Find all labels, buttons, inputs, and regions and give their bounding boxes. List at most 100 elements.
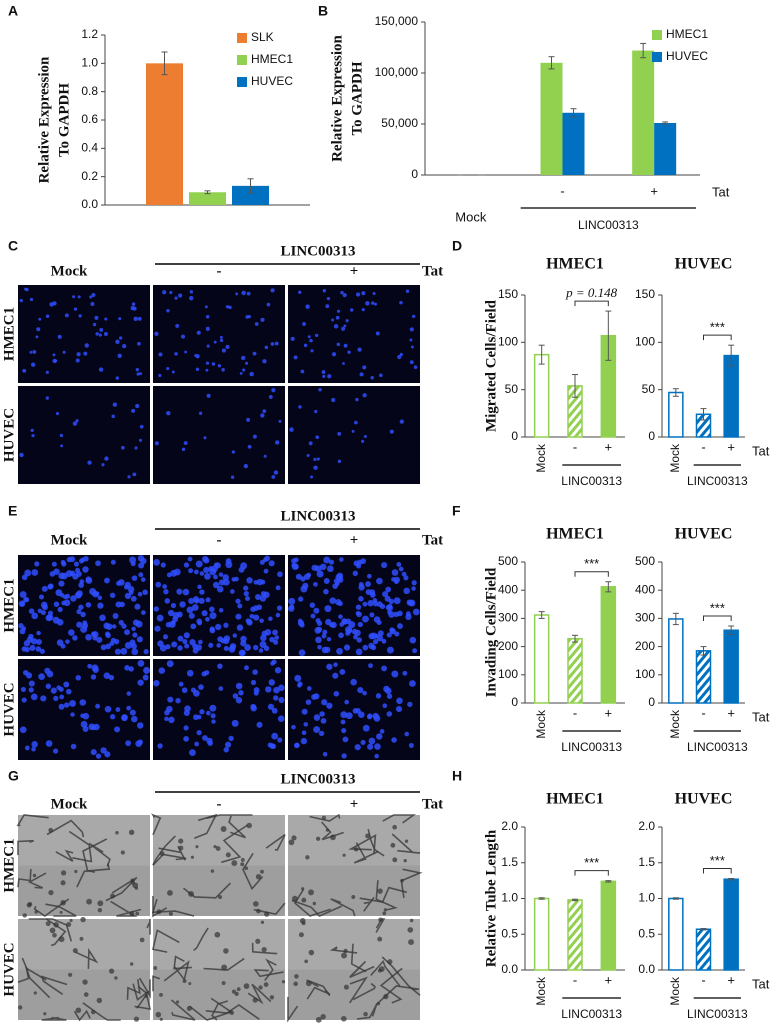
legend-swatch <box>237 33 247 43</box>
nucleus <box>401 571 407 577</box>
nucleus <box>75 675 81 681</box>
nucleus <box>309 602 316 608</box>
nucleus <box>239 371 243 375</box>
y-tick-label: 200 <box>498 639 518 653</box>
nucleus <box>76 609 82 615</box>
nucleus <box>385 586 392 593</box>
row-label: HMEC1 <box>1 838 17 892</box>
nucleus <box>393 611 400 618</box>
cell <box>231 989 237 994</box>
y-tick-label: 400 <box>498 582 518 596</box>
nucleus <box>381 665 388 672</box>
nucleus <box>412 648 418 654</box>
nucleus <box>205 361 210 365</box>
nucleus <box>66 556 72 563</box>
nucleus <box>202 555 209 563</box>
nucleus <box>104 456 109 461</box>
cell <box>363 1011 368 1017</box>
nucleus <box>80 611 86 618</box>
nucleus <box>298 290 302 294</box>
nucleus <box>79 579 85 584</box>
nucleus <box>139 372 143 376</box>
treatment-label: Tat <box>422 532 443 548</box>
column-label: Mock <box>51 796 88 812</box>
cell <box>220 826 227 832</box>
cell <box>75 1007 82 1014</box>
nucleus <box>305 304 310 309</box>
cell <box>240 862 245 867</box>
cell <box>304 959 308 964</box>
nucleus <box>354 420 358 425</box>
micrograph <box>153 285 285 383</box>
nucleus <box>333 662 338 667</box>
y-tick-label: 500 <box>498 554 518 568</box>
nucleus <box>142 674 149 681</box>
nucleus <box>132 306 137 311</box>
nucleus <box>63 599 71 607</box>
y-tick-label: 150,000 <box>375 14 419 28</box>
nucleus <box>259 640 267 648</box>
nucleus <box>124 592 132 600</box>
column-label: - <box>217 796 222 812</box>
nucleus <box>339 557 344 562</box>
bar <box>567 899 583 971</box>
nucleus <box>158 373 162 378</box>
nucleus <box>56 618 64 626</box>
tube <box>253 969 284 978</box>
y-tick-label: 200 <box>635 639 655 653</box>
micrograph-bg <box>288 285 420 383</box>
legend-label: HUVEC <box>666 49 708 63</box>
nucleus <box>268 679 276 686</box>
nucleus <box>341 618 348 625</box>
nucleus <box>409 327 414 332</box>
nucleus <box>391 670 399 678</box>
nucleus <box>21 574 28 581</box>
tube <box>152 975 161 992</box>
cell <box>133 1016 140 1022</box>
nucleus <box>134 603 141 610</box>
cell <box>45 921 51 927</box>
nucleus <box>389 429 394 434</box>
treatment-label: Tat <box>422 796 443 812</box>
treatment-label: Tat <box>752 443 770 458</box>
cell <box>321 815 326 820</box>
nucleus <box>357 347 362 352</box>
y-tick-label: 100 <box>635 335 655 349</box>
cell <box>43 1012 47 1016</box>
nucleus <box>223 747 229 753</box>
nucleus <box>260 591 267 597</box>
nucleus <box>64 313 69 318</box>
nucleus <box>324 605 332 613</box>
cell <box>383 993 389 1000</box>
nucleus <box>206 737 213 745</box>
nucleus <box>181 687 188 694</box>
nucleus <box>342 736 349 743</box>
nucleus <box>311 694 317 700</box>
nucleus <box>274 635 280 640</box>
nucleus <box>124 665 130 671</box>
nucleus <box>264 345 269 350</box>
cell <box>129 911 135 917</box>
nucleus <box>60 572 68 580</box>
nucleus <box>315 435 320 440</box>
nucleus <box>28 680 35 687</box>
nucleus <box>382 591 389 598</box>
nucleus <box>162 634 169 640</box>
nucleus <box>298 649 306 657</box>
nucleus <box>398 566 404 572</box>
cell <box>90 1009 96 1015</box>
tube <box>370 959 401 987</box>
nucleus <box>34 561 40 567</box>
cell <box>301 921 306 926</box>
nucleus <box>263 645 270 652</box>
nucleus <box>45 396 49 400</box>
nucleus <box>273 686 280 694</box>
nucleus <box>237 603 243 609</box>
bar <box>567 637 583 704</box>
nucleus <box>404 731 410 737</box>
cell <box>53 922 59 928</box>
y-tick-label: 300 <box>498 611 518 625</box>
treatment-label: Tat <box>752 976 770 991</box>
tube <box>291 899 343 917</box>
nucleus <box>323 588 329 595</box>
